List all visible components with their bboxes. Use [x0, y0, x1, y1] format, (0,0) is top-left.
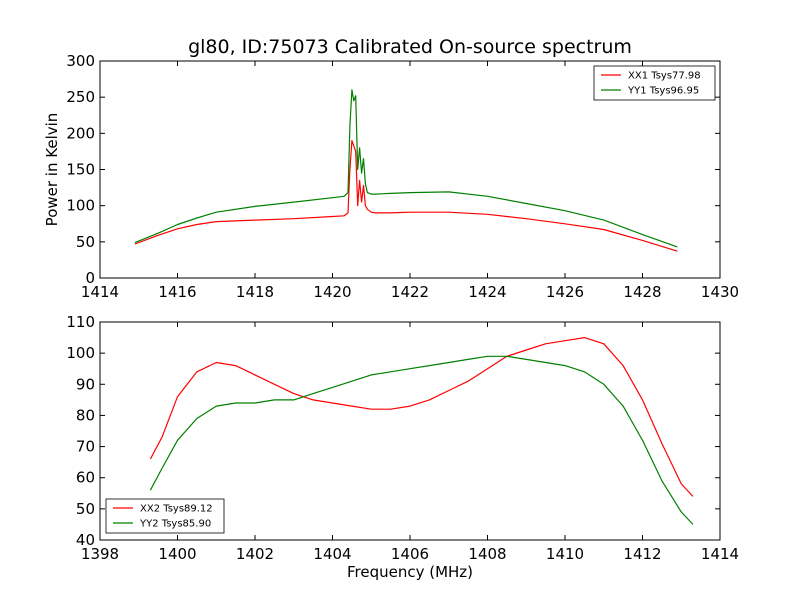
bottom-y-tick-label: 60: [76, 469, 95, 487]
bottom-y-tick-label: 100: [66, 344, 95, 362]
bottom-legend-label-xx2: XX2 Tsys89.12: [140, 504, 213, 515]
top-legend: XX1 Tsys77.98 YY1 Tsys96.95: [593, 65, 716, 101]
top-x-tick-label: 1414: [81, 283, 119, 301]
series-line-top-0: [134, 140, 678, 252]
series-line-bottom-0: [149, 337, 694, 497]
bottom-x-tick-label: 1400: [158, 545, 196, 563]
series-line-bottom-1: [149, 355, 694, 525]
bottom-series-layer: [149, 337, 694, 525]
series-line-top-1: [134, 89, 678, 248]
top-series-layer: [134, 89, 678, 252]
bottom-x-tick-label: 1414: [701, 545, 739, 563]
top-tick-layer: 1414 1416 1418 1420 1422 1424 1426 1428 1430 0 50 1…: [66, 52, 739, 301]
bottom-legend-label-yy2: YY2 Tsys85.90: [139, 519, 211, 530]
bottom-legend: XX2 Tsys89.12 YY2 Tsys85.90: [105, 498, 225, 534]
chart-title: gl80, ID:75073 Calibrated On-source spec…: [188, 36, 632, 58]
bottom-x-tick-label: 1406: [391, 545, 429, 563]
bottom-x-tick-label: 1408: [468, 545, 506, 563]
top-plot-frame: [99, 60, 721, 279]
bottom-x-tick-label: 1398: [81, 545, 119, 563]
top-y-tick-label: 300: [66, 52, 95, 70]
top-y-tick-label: 100: [66, 197, 95, 215]
top-x-tick-label: 1420: [313, 283, 351, 301]
top-x-tick-label: 1418: [236, 283, 274, 301]
top-x-tick-label: 1430: [701, 283, 739, 301]
top-x-tick-label: 1428: [623, 283, 661, 301]
top-y-tick-label: 250: [66, 88, 95, 106]
bottom-y-tick-label: 50: [76, 500, 95, 518]
bottom-x-tick-label: 1410: [546, 545, 584, 563]
bottom-y-tick-label: 70: [76, 438, 95, 456]
bottom-xlabel: Frequency (MHz): [347, 563, 473, 581]
bottom-plot-frame: [99, 321, 721, 541]
top-spectrum-panel: 1414 1416 1418 1420 1422 1424 1426 1428 1430 0 50 1…: [43, 52, 739, 301]
bottom-x-tick-label: 1404: [313, 545, 351, 563]
top-legend-label-yy1: YY1 Tsys96.95: [627, 86, 699, 97]
bottom-y-tick-label: 80: [76, 406, 95, 424]
top-x-tick-label: 1416: [158, 283, 196, 301]
bottom-legend-box: [105, 498, 225, 534]
bottom-x-tick-label: 1402: [236, 545, 274, 563]
top-y-tick-label: 0: [85, 269, 95, 287]
top-y-tick-label: 200: [66, 124, 95, 142]
bottom-tick-layer: 1398 1400 1402 1404 1406 1408 1410 1412 1414 40 50…: [66, 313, 739, 563]
bottom-y-tick-label: 110: [66, 313, 95, 331]
top-y-tick-label: 150: [66, 161, 95, 179]
top-x-tick-label: 1422: [391, 283, 429, 301]
bottom-spectrum-panel: 1398 1400 1402 1404 1406 1408 1410 1412 1414 40 50…: [66, 313, 739, 581]
top-x-tick-label: 1424: [468, 283, 506, 301]
top-legend-box: [593, 65, 716, 101]
top-y-tick-label: 50: [76, 233, 95, 251]
bottom-x-tick-label: 1412: [623, 545, 661, 563]
top-x-tick-label: 1426: [546, 283, 584, 301]
top-legend-label-xx1: XX1 Tsys77.98: [628, 71, 701, 82]
top-ylabel: Power in Kelvin: [43, 113, 61, 227]
bottom-y-tick-label: 40: [76, 531, 95, 549]
bottom-y-tick-label: 90: [76, 375, 95, 393]
